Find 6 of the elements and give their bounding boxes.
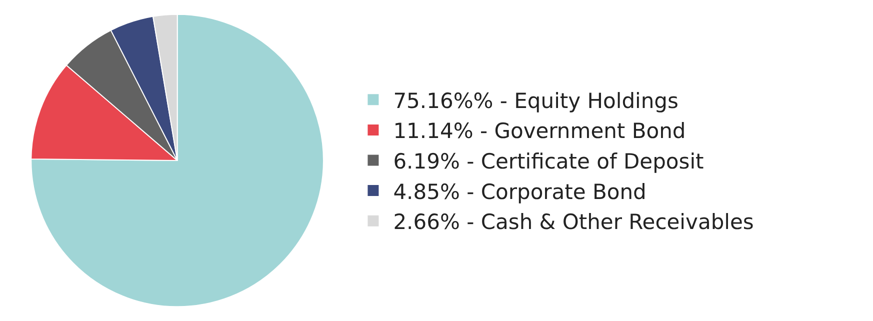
legend-label: 11.14% - Government Bond [393,119,686,144]
pie-slice [30,14,324,307]
legend-label: 6.19% - Certificate of Deposit [393,149,704,174]
legend-label: 2.66% - Cash & Other Receivables [393,210,754,234]
legend-label: 4.85% - Corporate Bond [393,180,646,204]
legend-label: 75.16%% - Equity Holdings [393,88,678,113]
